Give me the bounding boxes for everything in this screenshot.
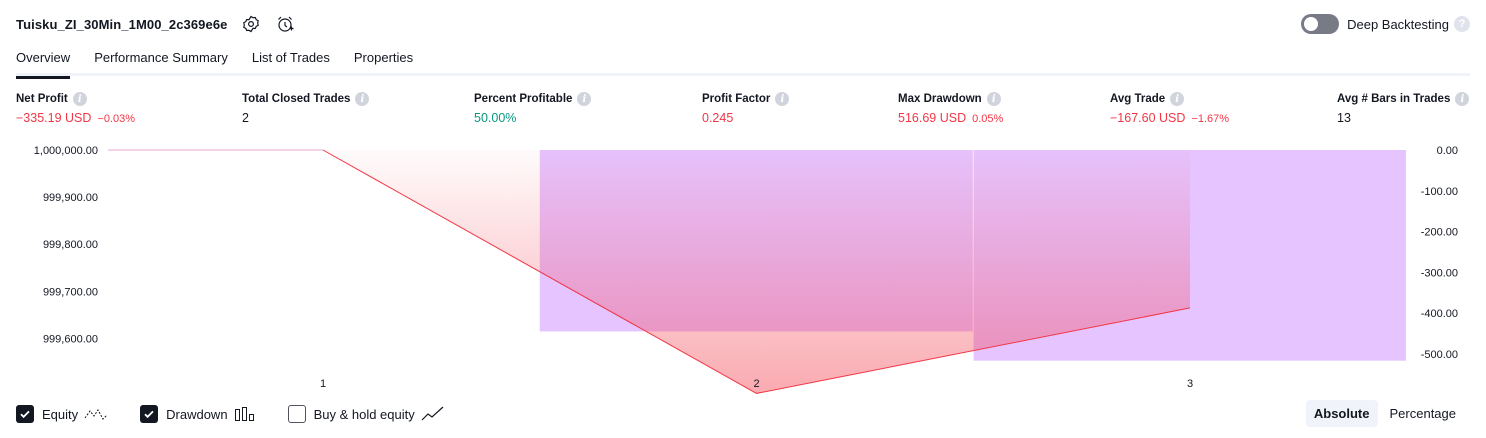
gear-icon[interactable]	[240, 13, 262, 35]
legend-drawdown[interactable]: Drawdown	[140, 405, 255, 423]
deep-backtesting: Deep Backtesting ?	[1301, 12, 1470, 36]
tab-list-of-trades[interactable]: List of Trades	[251, 50, 330, 65]
metric-label: Profit Factor	[702, 93, 771, 105]
deep-backtesting-toggle[interactable]	[1301, 14, 1340, 34]
tab-properties[interactable]: Properties	[353, 50, 414, 65]
y-right-tick-label: -100.00	[1421, 186, 1458, 198]
info-icon[interactable]: i	[775, 92, 790, 106]
metric-total-closed-trades: Total Closed Trades i 2	[242, 92, 370, 125]
metric-label: Avg Trade	[1110, 93, 1166, 105]
x-tick-label: 1	[320, 378, 326, 390]
y-right-tick-label: -500.00	[1421, 349, 1458, 361]
info-icon[interactable]: i	[577, 92, 592, 106]
y-left-tick-label: 999,900.00	[43, 192, 98, 204]
drawdown-bars-icon	[234, 406, 256, 422]
deep-backtesting-label: Deep Backtesting	[1347, 16, 1449, 32]
legend-label: Buy & hold equity	[313, 406, 415, 422]
x-tick-label: 3	[1187, 378, 1193, 390]
metric-value: 50.00%	[474, 111, 517, 125]
y-right-tick-label: -400.00	[1421, 308, 1458, 320]
strategy-name: Tuisku_ZI_30Min_1M00_2c369e6e	[16, 16, 228, 32]
y-left-tick-label: 999,700.00	[43, 286, 98, 298]
y-left-tick-label: 1,000,000.00	[34, 145, 98, 157]
metric-percent: −1.67%	[1191, 113, 1230, 125]
chart-legend: Equity Drawdown Buy & hold equity	[16, 403, 477, 425]
buy-hold-checkbox[interactable]	[287, 405, 306, 423]
equity-checkbox[interactable]	[16, 405, 34, 423]
metric-profit-factor: Profit Factor i 0.245	[702, 92, 790, 125]
metric-label: Avg # Bars in Trades	[1337, 93, 1451, 105]
info-icon[interactable]: i	[1455, 92, 1470, 106]
metric-label: Percent Profitable	[474, 93, 573, 105]
metric-label: Total Closed Trades	[242, 93, 351, 105]
metric-max-drawdown: Max Drawdown i 516.69 USD 0.05%	[898, 92, 1003, 125]
legend-equity[interactable]: Equity	[16, 405, 108, 423]
info-icon[interactable]: i	[1170, 92, 1185, 106]
tab-overview[interactable]: Overview	[16, 44, 71, 79]
info-icon[interactable]: i	[355, 92, 370, 106]
info-icon[interactable]: i	[72, 92, 87, 106]
mode-absolute-button[interactable]: Absolute	[1305, 400, 1378, 427]
tab-bar: Overview Performance Summary List of Tra…	[16, 44, 1470, 79]
metric-value: 13	[1337, 111, 1351, 125]
metric-net-profit: Net Profit i −335.19 USD −0.03%	[16, 92, 135, 125]
metric-label: Max Drawdown	[898, 93, 982, 105]
legend-buy-hold[interactable]: Buy & hold equity	[287, 405, 445, 423]
y-left-tick-label: 999,800.00	[43, 239, 98, 251]
mode-percentage-button[interactable]: Percentage	[1389, 406, 1457, 421]
y-right-tick-label: -200.00	[1421, 227, 1458, 239]
metric-percent: 0.05%	[972, 113, 1004, 125]
metric-value: 2	[242, 111, 249, 125]
y-right-tick-label: 0.00	[1437, 145, 1458, 157]
metric-value: −335.19 USD	[16, 111, 92, 125]
metric-value: 516.69 USD	[898, 111, 967, 125]
equity-area	[323, 150, 1190, 394]
display-mode-toggle: Absolute Percentage	[1302, 400, 1464, 427]
x-tick-label: 2	[753, 378, 759, 390]
metric-value: −167.60 USD	[1110, 111, 1186, 125]
help-icon[interactable]: ?	[1454, 16, 1470, 32]
y-left-tick-label: 999,600.00	[43, 333, 98, 345]
drawdown-checkbox[interactable]	[140, 405, 159, 423]
buy-hold-line-icon	[421, 406, 445, 422]
metric-percent: −0.03%	[97, 113, 136, 125]
equity-line	[322, 149, 1191, 394]
metric-value: 0.245	[702, 111, 734, 125]
metric-percent-profitable: Percent Profitable i 50.00%	[474, 92, 592, 125]
strategy-header: Tuisku_ZI_30Min_1M00_2c369e6e	[16, 12, 296, 36]
metric-avg-trade: Avg Trade i −167.60 USD −1.67%	[1110, 92, 1229, 125]
alarm-clock-plus-icon[interactable]	[274, 13, 296, 35]
y-right-tick-label: -300.00	[1421, 267, 1458, 279]
metric-label: Net Profit	[16, 93, 68, 105]
info-icon[interactable]: i	[986, 92, 1001, 106]
equity-drawdown-chart: 1,000,000.00 999,900.00 999,800.00 999,700.…	[34, 145, 1458, 394]
tab-performance-summary[interactable]: Performance Summary	[94, 50, 228, 65]
equity-line-icon	[84, 406, 108, 422]
metric-avg-bars: Avg # Bars in Trades i 13	[1337, 92, 1470, 125]
legend-label: Equity	[42, 406, 79, 422]
legend-label: Drawdown	[166, 406, 228, 422]
metrics-row: Net Profit i −335.19 USD −0.03% Total Clos…	[0, 92, 1486, 132]
